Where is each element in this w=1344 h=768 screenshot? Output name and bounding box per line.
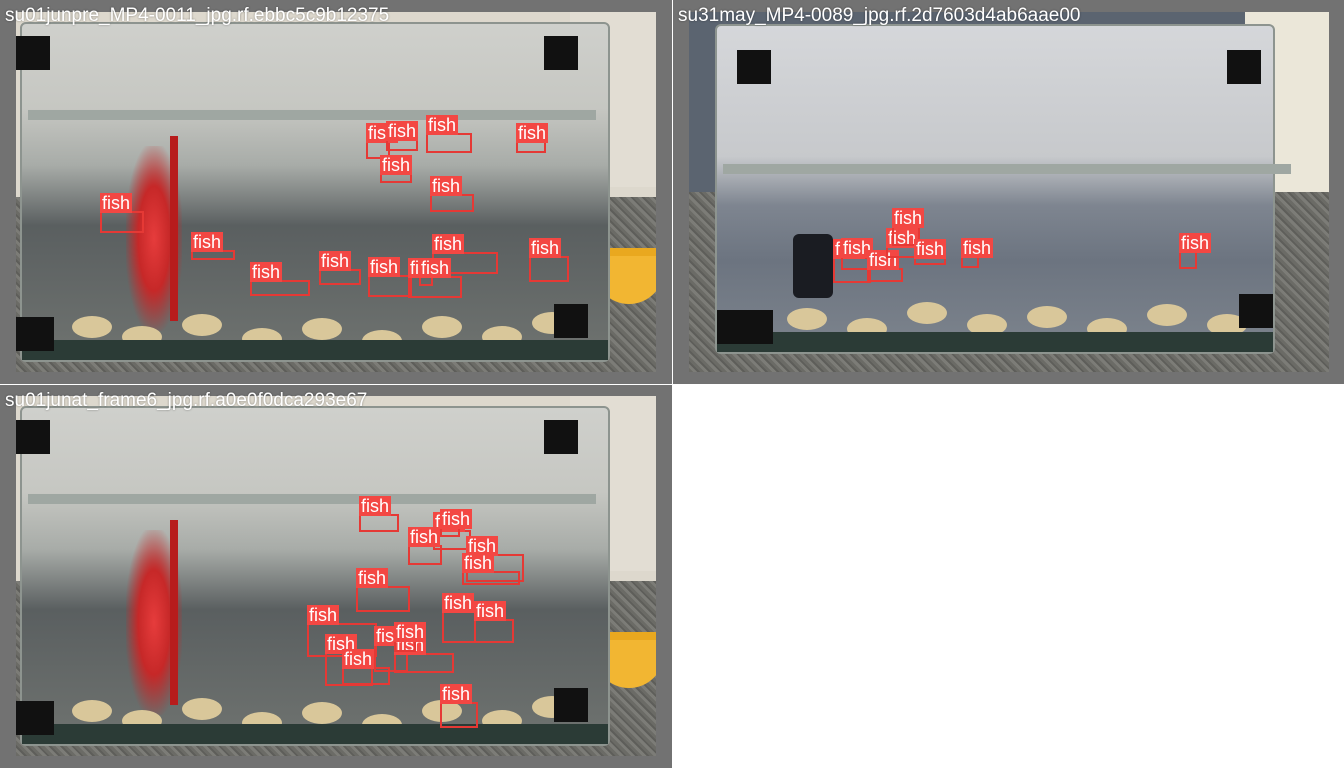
detection-label: fish	[342, 649, 375, 669]
fish-detection: fish	[100, 193, 144, 233]
detection-label: fish	[432, 234, 465, 254]
detection-label: fish	[250, 262, 283, 282]
fish-detection: fish	[516, 123, 549, 153]
fish-detection: fish	[408, 527, 442, 565]
aquarium-photo	[16, 12, 656, 372]
detection-label: fish	[426, 115, 459, 135]
detection-label: fish	[419, 258, 452, 278]
detection-label: fish	[100, 193, 133, 213]
detection-label: fish	[307, 605, 340, 625]
aquarium-photo	[16, 396, 656, 756]
fish-tank	[715, 24, 1291, 354]
fish-detection: fish	[419, 258, 452, 286]
detection-label: fish	[356, 568, 389, 588]
fish-detection: fish	[359, 496, 399, 532]
fish-detection: fish	[342, 649, 390, 685]
fish-detection: fish	[961, 238, 994, 268]
fish-detection: fish	[440, 509, 473, 537]
image-panel-2: su31may_MP4-0089_jpg.rf.2d7603d4ab6aae00…	[673, 0, 1344, 384]
fish-detection: fish	[426, 115, 472, 153]
fish-detection: fish	[892, 208, 925, 246]
fish-detection: fish	[841, 238, 874, 270]
image-panel-1: su01junpre_MP4-0011_jpg.rf.ebbc5c9b12375…	[0, 0, 672, 384]
fish-detection: fish	[462, 553, 520, 585]
fish-detection: fish	[319, 251, 361, 285]
detection-label: fish	[386, 121, 419, 141]
detection-label: fish	[841, 238, 874, 258]
fish-detection: fish	[250, 262, 310, 296]
fish-detection: fish	[408, 258, 462, 298]
detection-label: fish	[474, 601, 507, 621]
fish-detection: fish	[356, 568, 410, 612]
fish-detection: fish	[191, 232, 235, 260]
detection-label: fish	[319, 251, 352, 271]
detection-label: fish	[529, 238, 562, 258]
fish-detection: fish	[886, 228, 926, 258]
fish-detection: fish	[440, 684, 478, 728]
fish-detection: fish	[430, 176, 474, 212]
air-pump	[793, 234, 833, 298]
fish-tank	[20, 406, 610, 746]
detection-label: fish	[886, 228, 919, 248]
image-filename: su31may_MP4-0089_jpg.rf.2d7603d4ab6aae00	[678, 5, 1081, 26]
detection-label: fish	[380, 155, 413, 175]
detection-label: fish	[191, 232, 224, 252]
fish-detection: fish	[867, 250, 903, 282]
fish-detection: fish	[474, 601, 514, 643]
detection-label: fish	[368, 257, 401, 277]
fish-detection: fish	[529, 238, 569, 282]
detection-label: fish	[462, 553, 495, 573]
detection-label: fish	[408, 527, 441, 547]
detection-label: fish	[516, 123, 549, 143]
detection-label: fish	[867, 250, 900, 270]
detection-label: fish	[892, 208, 925, 228]
detection-label: fish	[1179, 233, 1212, 253]
detection-label: fish	[466, 536, 499, 556]
detection-label: fish	[359, 496, 392, 516]
detection-label: fish	[440, 684, 473, 704]
fish-detection: fish	[394, 622, 427, 652]
detection-label: fish	[394, 622, 427, 642]
image-filename: su01junpre_MP4-0011_jpg.rf.ebbc5c9b12375	[5, 5, 390, 26]
fish-detection: fish	[380, 155, 413, 183]
fish-detection: fish	[386, 121, 419, 151]
detection-label: fish	[440, 509, 473, 529]
fish-detection: fish	[1179, 233, 1212, 269]
fish-detection: fish	[442, 593, 476, 643]
detection-label: fish	[442, 593, 475, 613]
image-panel-3: su01junat_frame6_jpg.rf.a0e0f0dca293e67 …	[0, 385, 672, 768]
aquarium-photo	[689, 12, 1329, 372]
detection-label: fish	[430, 176, 463, 196]
fish-detection: fish	[914, 239, 947, 265]
image-filename: su01junat_frame6_jpg.rf.a0e0f0dca293e67	[5, 390, 368, 411]
detection-label: fish	[914, 239, 947, 259]
fish-detection: fish	[368, 257, 412, 297]
fish-tank	[20, 22, 610, 362]
detection-label: fish	[961, 238, 994, 258]
fish-detection: fish	[394, 635, 454, 673]
